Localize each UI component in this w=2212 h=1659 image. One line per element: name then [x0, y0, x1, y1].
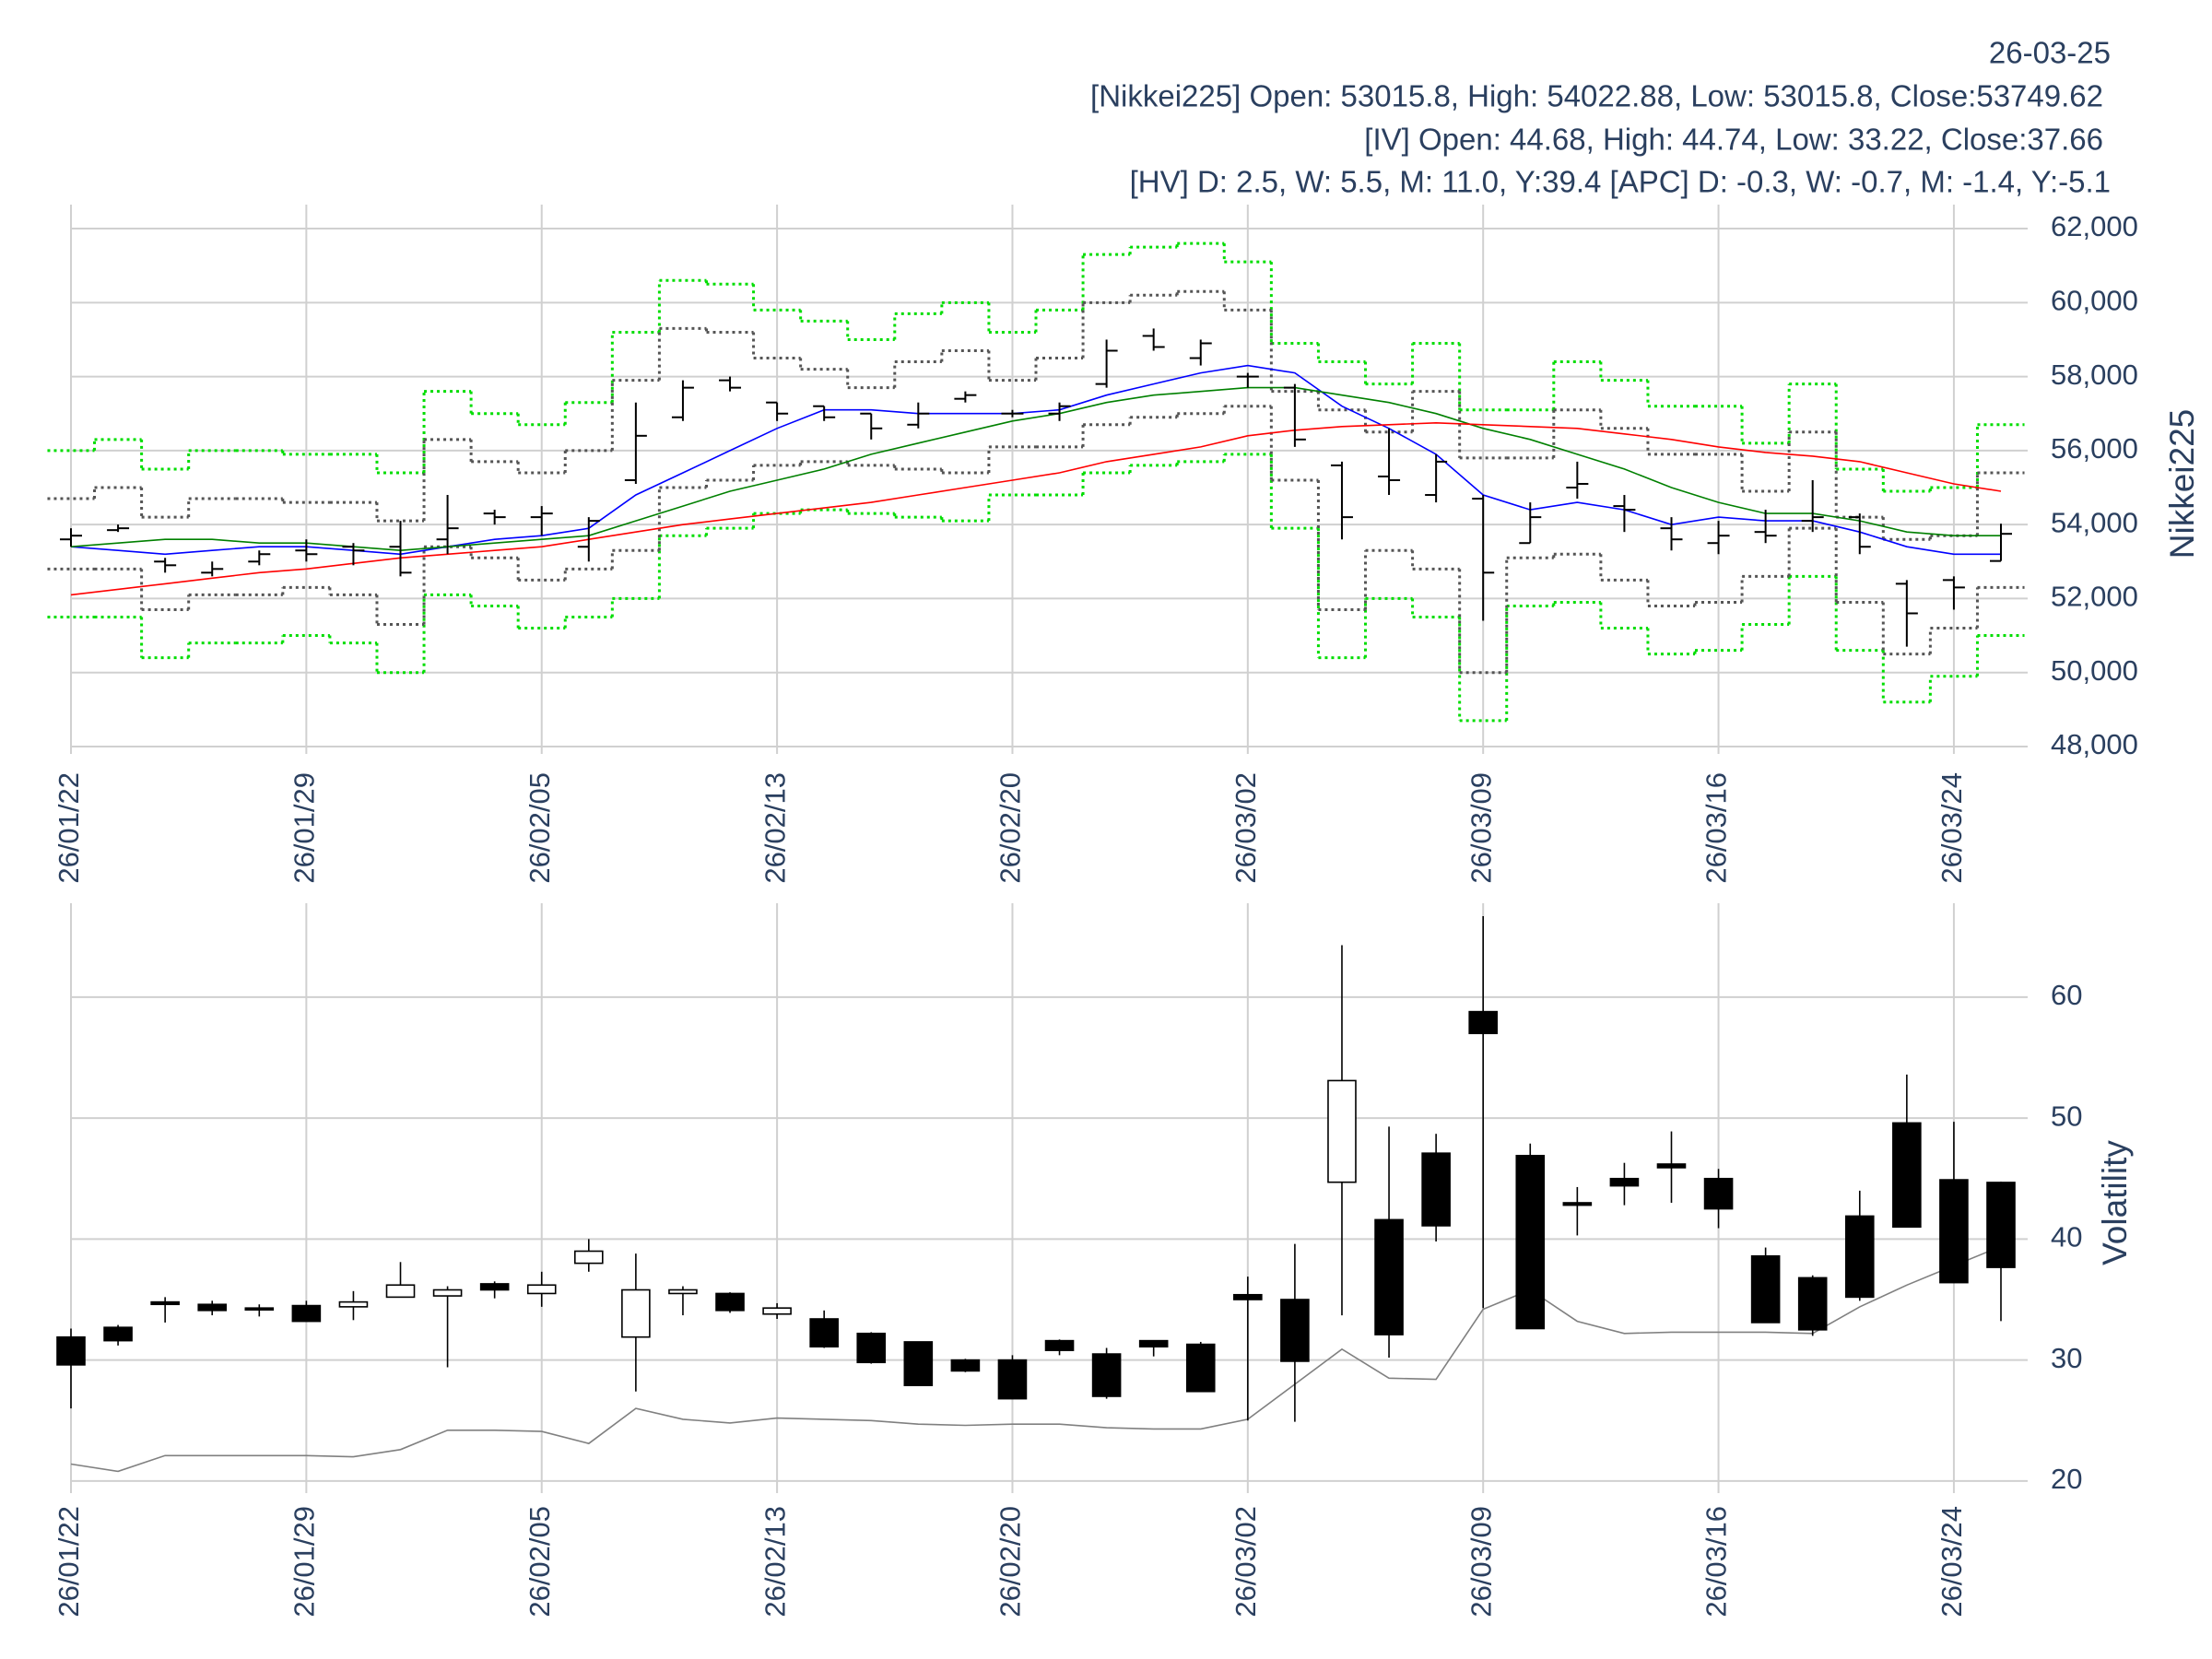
candle-body — [1986, 1182, 2016, 1268]
candle-body — [244, 1307, 275, 1311]
candle-body — [1185, 1343, 1216, 1393]
candle-body — [1609, 1177, 1640, 1187]
y-tick-label: 50,000 — [2051, 654, 2138, 687]
candle-body — [1280, 1299, 1310, 1362]
candle-body — [809, 1318, 839, 1347]
candle-body — [1656, 1163, 1687, 1169]
candle-body — [1939, 1179, 1969, 1284]
candle-body — [1421, 1152, 1451, 1227]
candle-body — [1703, 1177, 1734, 1210]
candle-body — [1892, 1122, 1922, 1229]
x-tick-label: 26/01/29 — [288, 772, 321, 884]
candle-body — [1327, 1079, 1357, 1183]
candle-body — [197, 1303, 228, 1312]
x-tick-label: 26/02/13 — [759, 1506, 791, 1618]
line-series — [70, 421, 2002, 596]
header-line: [IV] Open: 44.68, High: 44.74, Low: 33.2… — [1364, 123, 2103, 157]
line-series — [70, 386, 2001, 552]
y-tick-label: 40 — [2051, 1221, 2082, 1253]
candle-body — [574, 1250, 604, 1265]
y-axis-title: Volatility — [2096, 1140, 2134, 1265]
x-tick-label: 26/03/24 — [1936, 1506, 1968, 1618]
candle-body — [526, 1284, 557, 1295]
candle-body — [1750, 1254, 1781, 1324]
candle-body — [621, 1288, 651, 1338]
header-date: 26-03-25 — [1989, 36, 2111, 70]
candle-body — [1044, 1339, 1075, 1351]
candle-body — [1468, 1010, 1498, 1035]
x-tick-label: 26/02/13 — [759, 772, 791, 884]
y-tick-label: 60,000 — [2051, 285, 2138, 317]
candle-body — [1233, 1293, 1263, 1300]
candle-body — [103, 1326, 133, 1342]
x-tick-label: 26/02/20 — [994, 1506, 1027, 1618]
candle-body — [668, 1288, 698, 1295]
candle-body — [1091, 1353, 1122, 1397]
y-axis-title: Nikkei225 — [2163, 409, 2201, 559]
candle-body — [715, 1292, 745, 1312]
x-tick-label: 26/02/05 — [524, 772, 556, 884]
y-tick-label: 62,000 — [2051, 210, 2138, 242]
x-tick-label: 26/03/09 — [1465, 772, 1497, 884]
candle-body — [56, 1335, 86, 1366]
line-series — [70, 364, 2001, 556]
candle-body — [1138, 1339, 1169, 1347]
y-tick-label: 54,000 — [2051, 506, 2138, 538]
x-tick-label: 26/03/24 — [1936, 772, 1968, 884]
y-tick-label: 56,000 — [2051, 432, 2138, 465]
header-line: [Nikkei225] Open: 53015.8, High: 54022.8… — [1090, 79, 2103, 113]
y-tick-label: 60 — [2051, 979, 2082, 1011]
candle-body — [1515, 1155, 1546, 1330]
candle-body — [1562, 1202, 1593, 1206]
y-tick-label: 58,000 — [2051, 359, 2138, 391]
x-tick-label: 26/01/22 — [53, 772, 85, 884]
x-tick-label: 26/02/05 — [524, 1506, 556, 1618]
x-tick-label: 26/01/29 — [288, 1506, 321, 1618]
candle-body — [903, 1341, 934, 1386]
x-tick-label: 26/03/16 — [1700, 1506, 1733, 1618]
candle-body — [385, 1284, 416, 1299]
header-line: [HV] D: 2.5, W: 5.5, M: 11.0, Y:39.4 [AP… — [1130, 165, 2111, 199]
candle-body — [1374, 1218, 1404, 1335]
candle-body — [1844, 1215, 1875, 1299]
y-tick-label: 50 — [2051, 1100, 2082, 1132]
candle-body — [1797, 1277, 1828, 1331]
chart-panel: 48,000 50,000 52,000 54,000 56,000 58,000 60,0… — [47, 205, 2201, 884]
y-tick-label: 20 — [2051, 1463, 2082, 1495]
y-tick-label: 30 — [2051, 1342, 2082, 1374]
x-tick-label: 26/02/20 — [994, 772, 1027, 884]
line-series — [70, 1245, 2002, 1473]
candle-body — [150, 1300, 180, 1306]
candle-body — [856, 1332, 887, 1364]
y-tick-label: 52,000 — [2051, 581, 2138, 613]
chart-panel: 20 30 40 50 60 26/01/22 26/01/29 26/02/05 26/02/… — [53, 903, 2134, 1618]
candle-body — [950, 1359, 981, 1372]
y-tick-label: 48,000 — [2051, 728, 2138, 760]
x-tick-label: 26/01/22 — [53, 1506, 85, 1618]
candle-body — [479, 1283, 510, 1291]
candle-body — [432, 1288, 463, 1297]
x-tick-label: 26/03/02 — [1230, 772, 1262, 884]
candle-body — [338, 1300, 369, 1308]
x-tick-label: 26/03/09 — [1465, 1506, 1497, 1618]
candle-body — [997, 1359, 1028, 1400]
candle-body — [291, 1304, 322, 1323]
x-tick-label: 26/03/02 — [1230, 1506, 1262, 1618]
x-tick-label: 26/03/16 — [1700, 772, 1733, 884]
candle-body — [762, 1307, 792, 1315]
